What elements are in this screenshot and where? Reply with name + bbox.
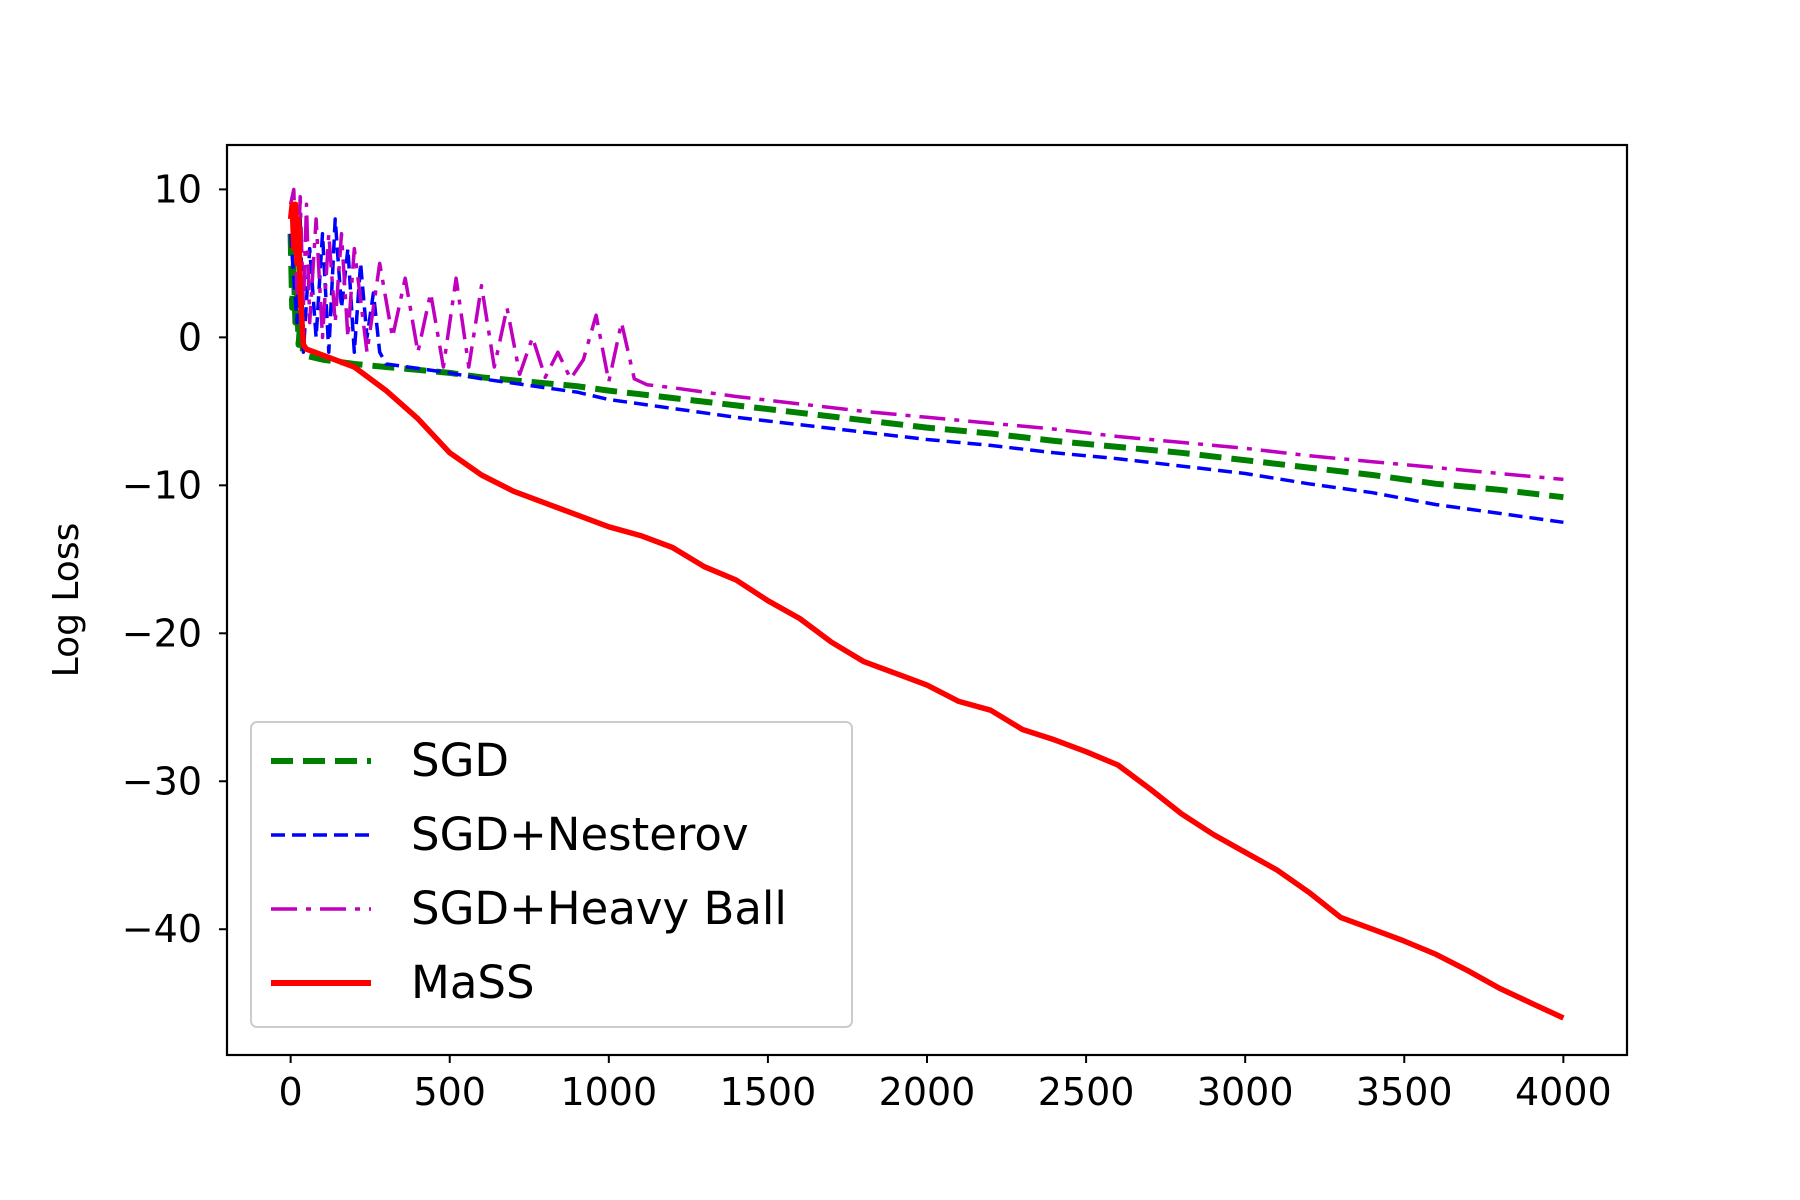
x-tick-label: 2500 [1038,1070,1135,1114]
legend: SGD SGD+Nesterov SGD+Heavy Ball MaSS [250,721,853,1028]
x-tick-label: 3000 [1197,1070,1294,1114]
series-line-sgd-nesterov [288,217,1564,525]
series-line-sgd [287,233,1564,501]
y-tick-label: −20 [122,611,202,655]
x-tick-label: 1500 [720,1070,817,1114]
x-tick-label: 0 [279,1070,303,1114]
x-tick-label: 1000 [560,1070,657,1114]
series-line-mass [287,201,1565,1021]
x-tick-label: 2000 [879,1070,976,1114]
series-layer [287,187,1565,1021]
legend-box [250,721,853,1028]
legend-label-sgd-nesterov: SGD+Nesterov [411,808,749,861]
x-axis: 0 500 1000 1500 2000 2500 3000 3500 4000 [279,1055,1612,1114]
y-tick-label: 0 [178,315,202,359]
x-tick-label: 3500 [1356,1070,1453,1114]
y-tick-label: −30 [122,759,202,803]
x-tick-label: 4000 [1515,1070,1612,1114]
legend-label-sgd-heavy-ball: SGD+Heavy Ball [411,882,787,935]
y-axis-label: Log Loss [46,523,87,678]
series-line-sgd-heavy-ball [288,187,1564,482]
legend-label-mass: MaSS [411,956,535,1009]
y-tick-label: 10 [154,167,202,211]
legend-label-sgd: SGD [411,734,509,787]
y-tick-label: −10 [122,463,202,507]
x-tick-label: 500 [413,1070,486,1114]
y-axis: 10 0 −10 −20 −30 −40 [122,167,227,951]
y-tick-label: −40 [122,907,202,951]
